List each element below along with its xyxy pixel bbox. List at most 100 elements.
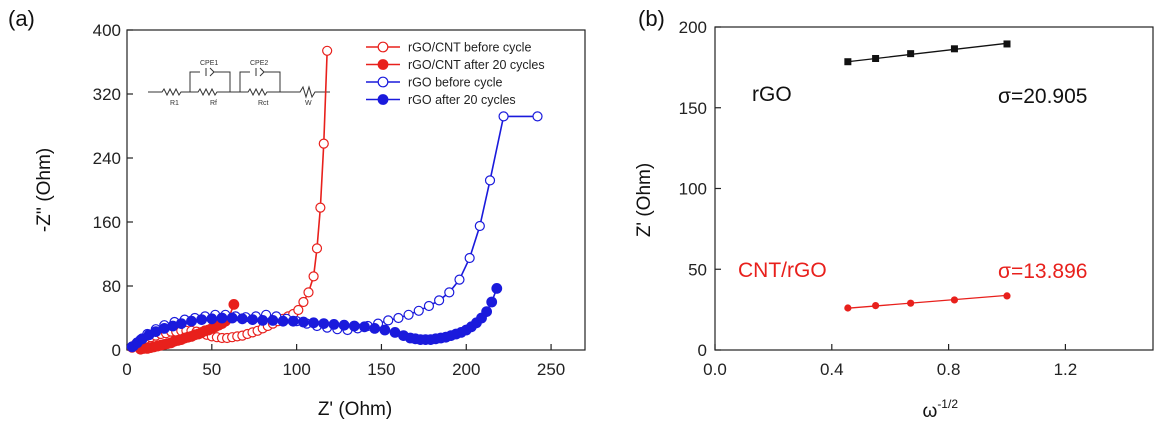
data-point-a xyxy=(293,304,304,316)
x-ticks-a: 0 50 100 150 200 250 xyxy=(122,344,565,379)
data-point-a xyxy=(308,317,319,329)
legend-label: rGO/CNT after 20 cycles xyxy=(408,58,545,72)
y-tick-label-a: 80 xyxy=(102,277,121,296)
x-axis-label-b: ω-1/2 xyxy=(922,397,958,422)
fit-line-b xyxy=(846,294,1008,309)
data-point-b xyxy=(950,296,959,304)
series-b xyxy=(844,40,1011,312)
x-tick-label-a: 50 xyxy=(202,360,221,379)
data-point-a xyxy=(434,295,445,306)
data-point-b xyxy=(872,54,880,62)
circuit-label-w: W xyxy=(305,100,312,107)
data-point-a xyxy=(196,314,208,326)
equivalent-circuit-diagram: CPE1 CPE2 R1 Rf Rct W xyxy=(148,60,330,107)
data-point-b xyxy=(844,58,852,66)
x-tick-label-a: 200 xyxy=(452,360,480,379)
data-point-a xyxy=(369,323,381,334)
legend-marker xyxy=(377,76,389,88)
legend-a: rGO/CNT before cycle rGO/CNT after 20 cyc… xyxy=(366,41,545,107)
y-tick-label-b: 150 xyxy=(679,99,707,118)
data-point-b xyxy=(950,45,958,53)
data-point-b xyxy=(907,50,915,58)
circuit-label-cpe2: CPE2 xyxy=(250,60,268,67)
legend-marker xyxy=(377,94,389,105)
data-point-a xyxy=(484,175,496,186)
data-point-a xyxy=(247,314,258,326)
data-point-a xyxy=(486,296,498,308)
data-point-b xyxy=(907,299,915,307)
data-point-a xyxy=(287,315,299,327)
legend-label: rGO after 20 cycles xyxy=(408,93,516,107)
y-axis-label-a: -Z'' (Ohm) xyxy=(34,148,55,232)
data-point-a xyxy=(322,45,333,56)
data-point-a xyxy=(257,315,269,326)
data-point-a xyxy=(303,287,314,298)
y-tick-label-a: 400 xyxy=(93,21,121,40)
data-point-a xyxy=(226,312,238,324)
data-point-a xyxy=(413,305,424,316)
y-tick-label-a: 240 xyxy=(93,149,121,168)
data-point-a xyxy=(379,324,391,336)
data-point-a xyxy=(298,296,309,308)
data-point-a xyxy=(311,243,323,254)
y-tick-label-a: 160 xyxy=(93,213,121,232)
sigma-label-cnt-rgo: σ=13.896 xyxy=(998,260,1087,283)
data-point-a xyxy=(186,315,197,327)
chart-a: (a) 0 80 160 240 320 400 0 50 100 150 200 250 Z' (… xyxy=(8,6,586,420)
chart-b: (b) 0 50 100 150 200 0.0 0.4 0.8 1.2 ω-1/2 Z' (… xyxy=(634,6,1154,422)
y-tick-label-a: 0 xyxy=(112,341,121,360)
data-point-a xyxy=(481,306,493,318)
x-ticks-b: 0.0 0.4 0.8 1.2 xyxy=(703,344,1077,379)
series-label-rgo: rGO xyxy=(752,83,792,106)
data-point-a xyxy=(228,299,240,310)
data-point-a xyxy=(532,111,543,122)
data-point-a xyxy=(175,318,187,330)
data-point-a xyxy=(491,283,503,294)
data-point-a xyxy=(359,321,370,333)
x-tick-label-b: 0.0 xyxy=(703,360,727,379)
y-tick-label-b: 200 xyxy=(679,18,707,37)
data-point-a xyxy=(216,312,228,324)
x-tick-label-b: 0.4 xyxy=(820,360,844,379)
circuit-label-rct: Rct xyxy=(258,100,269,107)
data-point-b xyxy=(1003,292,1011,300)
x-tick-label-a: 250 xyxy=(537,360,565,379)
series-label-cnt-rgo: CNT/rGO xyxy=(738,259,827,282)
y-tick-label-b: 0 xyxy=(698,341,707,360)
panel-label-b: (b) xyxy=(638,6,665,31)
data-point-a xyxy=(298,316,309,328)
data-point-a xyxy=(318,138,329,149)
data-point-a xyxy=(348,320,360,332)
x-tick-label-a: 150 xyxy=(367,360,395,379)
data-point-a xyxy=(277,315,289,327)
legend-marker xyxy=(377,41,389,53)
series-a xyxy=(126,45,543,355)
data-point-a xyxy=(328,319,340,330)
sigma-label-rgo: σ=20.905 xyxy=(998,85,1087,108)
data-point-a xyxy=(236,313,248,325)
x-axis-exponent: -1/2 xyxy=(937,397,958,411)
data-point-a xyxy=(423,300,435,312)
plot-frame-a xyxy=(126,29,586,351)
x-tick-label-a: 0 xyxy=(122,360,131,379)
panel-label-a: (a) xyxy=(8,6,35,31)
data-point-a xyxy=(403,309,414,320)
data-point-a xyxy=(444,287,455,298)
data-point-a xyxy=(338,319,350,331)
y-tick-label-b: 100 xyxy=(679,180,707,199)
y-tick-label-b: 50 xyxy=(688,260,707,279)
legend-label: rGO before cycle xyxy=(408,76,503,90)
legend-label: rGO/CNT before cycle xyxy=(408,41,531,55)
legend-marker xyxy=(377,59,389,70)
data-point-a xyxy=(318,318,330,330)
data-point-a xyxy=(498,111,509,122)
data-point-b xyxy=(872,301,880,310)
data-point-a xyxy=(454,274,465,285)
fit-line-b xyxy=(846,42,1008,63)
data-point-b xyxy=(844,304,852,312)
y-ticks-b: 0 50 100 150 200 xyxy=(679,18,721,360)
data-point-a xyxy=(393,312,404,324)
circuit-label-rf: Rf xyxy=(210,100,217,107)
circuit-label-cpe1: CPE1 xyxy=(200,60,218,67)
